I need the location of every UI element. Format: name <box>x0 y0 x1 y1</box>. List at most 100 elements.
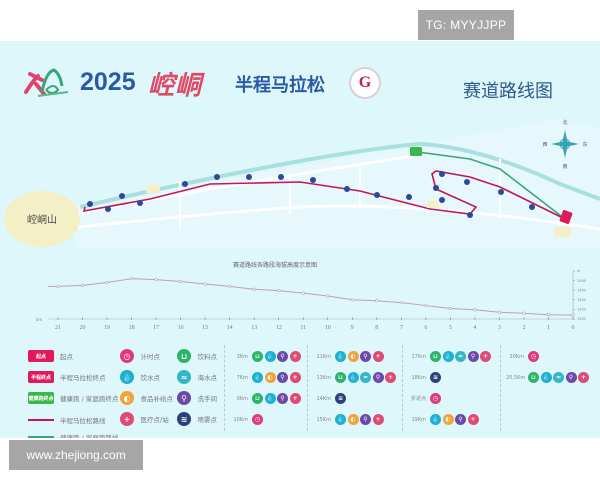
svg-text:7: 7 <box>400 325 403 331</box>
medical-icon: + <box>578 372 589 383</box>
medical-icon: + <box>372 351 384 362</box>
legend-label: 计时点 <box>140 353 161 361</box>
legend-symbol-item: + 医疗点/站 <box>120 412 169 426</box>
water-icon: 💧 <box>120 370 134 384</box>
svg-text:15: 15 <box>202 325 208 331</box>
supply-km-label: 3Km <box>236 353 248 360</box>
supply-station-row: 折返点 ◷ <box>408 393 443 404</box>
supply-km-label: 折返点 <box>410 396 426 402</box>
fun-run-route <box>417 151 566 220</box>
svg-text:14: 14 <box>227 325 233 331</box>
legend-symbol-item: ⚲ 洗手间 <box>177 391 217 405</box>
legend-label: 饮料点 <box>197 353 218 361</box>
water-icon: 💧 <box>264 393 276 404</box>
event-logo-icon <box>24 68 69 97</box>
timing-icon: ◷ <box>528 351 539 362</box>
event-city: 崆峒 <box>148 71 203 101</box>
svg-text:1500: 1500 <box>577 279 586 283</box>
legend-sign-item: 起点 起点 <box>28 350 73 362</box>
supply-km-label: 15Km <box>316 416 331 423</box>
legend-label: 健康跑 / 家庭跑路线 <box>60 434 119 438</box>
supply-station-row: 19Km 💧 ◐ ⚲ + <box>408 414 480 425</box>
legend-divider <box>500 345 501 431</box>
legend-sign-item: 半程终点 半程马拉松终点 <box>28 371 106 383</box>
food-icon: ◐ <box>347 414 359 425</box>
legend-symbol-item: ◐ 食品补给点 <box>120 391 173 405</box>
sponge-icon: ≈ <box>177 370 191 384</box>
legend-sign-item: 健康跑终点 健康跑 / 家庭跑终点 <box>28 392 118 404</box>
supply-station-row: 15Km 💧 ◐ ⚲ + <box>313 414 385 425</box>
route-map-title: 赛道路线图 <box>463 81 553 102</box>
compass-north: 北 <box>562 119 567 126</box>
supply-station-row: 11Km 💧 ◐ ⚲ + <box>313 351 385 362</box>
svg-text:16: 16 <box>178 325 184 331</box>
supply-station-row: 13Km ⊔ 💧 ≈ ⚲ + <box>313 372 398 383</box>
elevation-chart-title: 赛道路线各路段海拔高度示意图 <box>233 262 318 269</box>
supply-station-row: 20Km ◷ <box>506 351 541 362</box>
svg-text:17: 17 <box>153 325 159 331</box>
svg-text:19: 19 <box>104 325 110 331</box>
medical-icon: + <box>120 412 134 426</box>
water-icon: 💧 <box>264 351 276 362</box>
svg-text:21: 21 <box>55 325 61 331</box>
supply-station-row: 14Km ≋ <box>313 393 348 404</box>
svg-text:3: 3 <box>498 325 501 331</box>
medical-icon: + <box>289 351 301 362</box>
svg-text:1350: 1350 <box>577 308 586 312</box>
supply-km-label: 20Km <box>509 353 524 360</box>
legend-label: 半程马拉松终点 <box>60 374 106 382</box>
timing-icon: ◷ <box>430 393 441 404</box>
legend-label: 洗手间 <box>197 395 218 403</box>
finish-sign-icon: 起点 <box>28 350 54 362</box>
legend-label: 饮水点 <box>140 374 161 382</box>
route-line-icon <box>28 436 54 438</box>
kongtong-mountain <box>4 191 80 247</box>
svg-text:20: 20 <box>80 325 86 331</box>
toilet-icon: ⚲ <box>177 391 191 405</box>
toilet-icon: ⚲ <box>277 351 288 362</box>
svg-text:6: 6 <box>424 325 427 331</box>
drink-icon: ⊔ <box>177 349 191 363</box>
svg-text:2: 2 <box>522 325 525 331</box>
event-name: 半程马拉松 <box>235 75 325 96</box>
legend: 起点 起点 半程终点 半程马拉松终点 健康跑终点 健康跑 / 家庭跑终点 半程马拉松路线 健康… <box>0 339 600 438</box>
compass-rose-icon <box>551 130 579 158</box>
event-year: 2025 <box>80 68 136 96</box>
svg-text:12: 12 <box>276 325 282 331</box>
food-icon: ◐ <box>120 391 134 405</box>
supply-station-row: 10Km ◷ <box>230 414 265 425</box>
poster-header: 2025 崆峒 半程马拉松 G 赛道路线图 <box>0 41 600 111</box>
legend-label: 喷雾点 <box>197 416 218 424</box>
compass-east: 东 <box>582 141 587 148</box>
medical-icon: + <box>289 372 301 383</box>
water-icon: 💧 <box>442 351 454 362</box>
legend-divider <box>224 345 225 431</box>
supply-km-label: 11Km <box>316 353 331 360</box>
svg-text:4: 4 <box>473 325 476 331</box>
elevation-chart: 赛道路线各路段海拔高度示意图 km 21 20 19 18 17 16 15 14 13 12 11 1… <box>0 256 600 356</box>
svg-text:11: 11 <box>300 325 306 331</box>
water-icon: 💧 <box>347 372 359 383</box>
toilet-icon: ⚲ <box>467 351 479 362</box>
toilet-icon: ⚲ <box>360 414 371 425</box>
timing-icon: ◷ <box>252 414 263 425</box>
toilet-icon: ⚲ <box>360 351 371 362</box>
drink-icon: ⊔ <box>430 351 441 362</box>
supply-km-label: 18Km <box>411 374 426 381</box>
route-map-poster: 2025 崆峒 半程马拉松 G 赛道路线图 崆峒山 <box>0 41 600 438</box>
medical-icon: + <box>385 372 396 383</box>
supply-km-label: 10Km <box>233 416 248 423</box>
compass-south: 南 <box>562 163 567 170</box>
mountain-label: 崆峒山 <box>27 213 57 226</box>
supply-km-label: 17Km <box>411 353 426 360</box>
route-map: 崆峒山 北 南 西 东 <box>4 119 600 249</box>
toilet-icon: ⚲ <box>277 393 288 404</box>
route-line-icon <box>28 419 54 421</box>
legend-label: 起点 <box>60 353 73 361</box>
svg-text:10: 10 <box>325 325 331 331</box>
legend-label: 海水点 <box>197 374 218 382</box>
svg-text:0: 0 <box>572 325 575 331</box>
toilet-icon: ⚲ <box>372 372 384 383</box>
toilet-icon: ⚲ <box>277 372 288 383</box>
